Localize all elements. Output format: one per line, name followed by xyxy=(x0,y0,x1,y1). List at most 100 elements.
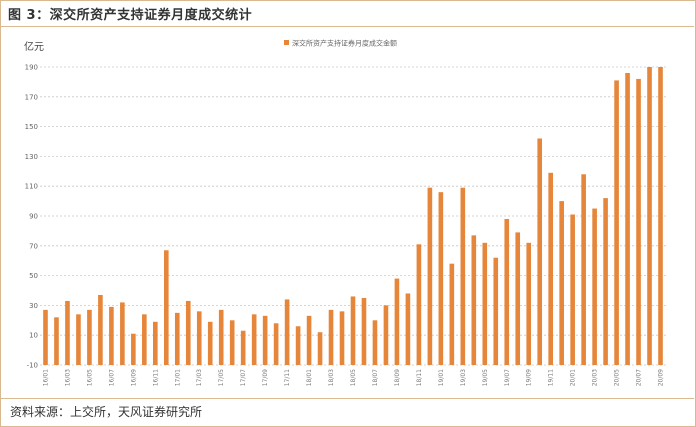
bar xyxy=(559,201,564,365)
y-tick-labels: -10 10 30 50 70 90 110 130 150 170 190 xyxy=(25,64,38,370)
x-tick-label: 19/01 xyxy=(438,369,445,386)
bar xyxy=(603,198,608,365)
x-tick-label: 18/09 xyxy=(394,369,401,386)
bar xyxy=(54,317,59,365)
y-tick-label: 10 xyxy=(29,332,38,340)
x-tick-label: 20/07 xyxy=(636,369,643,386)
x-tick-label: 17/05 xyxy=(218,369,225,386)
x-tick-label: 18/05 xyxy=(350,369,357,386)
bar xyxy=(76,314,81,365)
bar xyxy=(328,309,334,365)
x-tick-label: 19/09 xyxy=(526,369,533,386)
bar xyxy=(196,311,202,365)
bar xyxy=(570,214,575,365)
legend-swatch xyxy=(284,40,289,45)
bar xyxy=(229,320,235,365)
x-tick-label: 16/01 xyxy=(42,369,49,386)
bar xyxy=(636,78,641,366)
figure-title: 图 3：深交所资产支持证券月度成交统计 xyxy=(8,8,253,23)
bar xyxy=(295,326,301,365)
source-divider xyxy=(0,398,694,399)
bar xyxy=(273,323,279,365)
bar xyxy=(317,332,323,365)
x-tick-label: 18/03 xyxy=(328,369,335,386)
bar xyxy=(493,257,499,365)
x-tick-label: 19/05 xyxy=(482,369,489,386)
y-axis-unit-label: 亿元 xyxy=(24,42,44,53)
y-tick-label: 50 xyxy=(29,272,38,280)
x-tick-label: 19/03 xyxy=(460,369,467,386)
bar xyxy=(405,293,411,365)
bar xyxy=(460,187,466,365)
bar xyxy=(471,235,477,365)
bar xyxy=(537,138,543,365)
y-tick-label: 150 xyxy=(25,123,38,131)
x-tick-label: 20/09 xyxy=(658,369,665,386)
x-tick-label: 16/07 xyxy=(108,369,115,386)
bar xyxy=(394,278,400,365)
figure-source: 资料来源：上交所，天风证券研究所 xyxy=(10,405,203,419)
bar xyxy=(592,208,597,365)
y-tick-label: -10 xyxy=(27,362,38,370)
bars xyxy=(43,67,663,366)
bar xyxy=(240,330,246,365)
title-divider xyxy=(0,26,694,27)
x-tick-label: 16/11 xyxy=(152,369,159,386)
bar xyxy=(207,321,213,365)
bar xyxy=(218,309,224,365)
y-tick-label: 70 xyxy=(29,242,38,250)
legend: 深交所资产支持证券月度成交金额 xyxy=(284,39,397,48)
bar xyxy=(515,232,521,365)
x-tick-label: 18/01 xyxy=(306,369,313,386)
x-tick-label: 17/07 xyxy=(240,369,247,386)
bar xyxy=(526,242,532,365)
bar xyxy=(153,321,158,365)
x-tick-label: 17/03 xyxy=(196,369,203,386)
bar xyxy=(142,314,147,365)
bar xyxy=(372,320,378,365)
x-tick-label: 16/09 xyxy=(130,369,137,386)
bar xyxy=(504,218,510,365)
bar xyxy=(98,294,103,365)
bar xyxy=(416,244,422,365)
x-tick-label: 17/09 xyxy=(262,369,269,386)
x-tick-label: 20/03 xyxy=(592,369,599,386)
x-tick-label: 18/11 xyxy=(416,369,423,386)
y-tick-label: 130 xyxy=(25,153,38,161)
bar xyxy=(120,302,125,365)
bar xyxy=(350,296,356,365)
bar xyxy=(65,300,70,365)
bar xyxy=(647,67,652,365)
bar xyxy=(383,305,389,365)
bar xyxy=(251,314,257,365)
bar xyxy=(581,174,586,365)
x-tick-label: 20/01 xyxy=(570,369,577,386)
y-tick-label: 90 xyxy=(29,213,38,221)
bar xyxy=(449,263,455,365)
bar xyxy=(109,306,114,365)
x-tick-label: 16/05 xyxy=(86,369,93,386)
bar xyxy=(361,297,367,365)
bar xyxy=(548,172,553,365)
bar xyxy=(427,187,433,365)
x-tick-label: 16/03 xyxy=(64,369,71,386)
bar xyxy=(306,315,312,365)
bar xyxy=(482,242,488,365)
bar xyxy=(43,309,48,365)
y-tick-label: 110 xyxy=(25,183,38,191)
bar xyxy=(174,312,180,365)
bar xyxy=(339,311,345,365)
x-tick-labels: 16/01 16/03 16/05 16/07 16/09 16/11 17/01 17/03… xyxy=(42,369,664,386)
y-tick-label: 170 xyxy=(25,93,38,101)
bar xyxy=(284,299,290,365)
bar xyxy=(614,80,619,365)
y-tick-label: 30 xyxy=(29,302,38,310)
x-tick-label: 17/01 xyxy=(174,369,181,386)
bar xyxy=(262,315,268,365)
y-tick-label: 190 xyxy=(25,64,38,72)
bar xyxy=(438,192,444,365)
x-tick-label: 20/05 xyxy=(614,369,621,386)
bar xyxy=(163,250,169,365)
